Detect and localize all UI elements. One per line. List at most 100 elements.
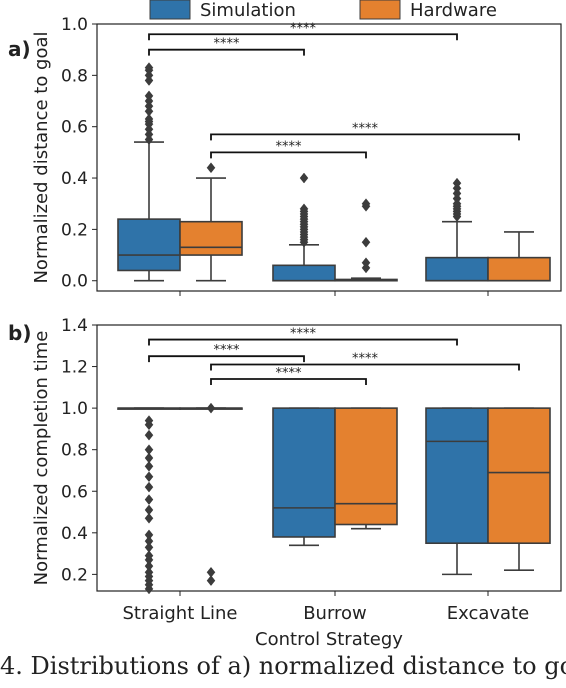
outlier-point xyxy=(144,541,154,553)
outlier-point xyxy=(144,113,154,125)
box-body xyxy=(117,218,181,272)
y-tick-label: 1.2 xyxy=(61,358,88,378)
y-axis-label: Normalized distance to goal xyxy=(31,31,52,283)
legend-label-simulation: Simulation xyxy=(200,0,296,21)
panel-label: a) xyxy=(8,37,31,61)
box-body xyxy=(334,407,398,526)
y-axis-label: Normalized completion time xyxy=(31,331,52,586)
significance-bracket: **** xyxy=(148,343,305,363)
box-hardware-2 xyxy=(487,231,551,282)
y-tick-label: 0.4 xyxy=(61,524,88,544)
outlier-point xyxy=(144,481,154,493)
bracket-line xyxy=(148,33,458,41)
outlier-point xyxy=(361,257,371,269)
y-tick-label: 0.0 xyxy=(61,272,88,292)
y-tick-label: 0.6 xyxy=(61,482,88,502)
outlier-point xyxy=(144,504,154,516)
box-body xyxy=(179,220,243,256)
outlier-point xyxy=(144,550,154,562)
significance-bracket: **** xyxy=(148,21,458,41)
box-body xyxy=(425,407,489,545)
outlier-point xyxy=(144,566,154,578)
significance-bracket: **** xyxy=(210,351,520,371)
y-tick-label: 1.0 xyxy=(61,399,88,419)
outlier-point xyxy=(144,471,154,483)
legend-swatch-simulation xyxy=(149,0,191,20)
significance-label: **** xyxy=(276,139,303,154)
y-tick-label: 0.6 xyxy=(61,118,88,138)
y-tick-label: 1.4 xyxy=(61,316,88,336)
box-body xyxy=(487,407,551,545)
outlier-point xyxy=(299,172,309,184)
outlier-point xyxy=(206,402,216,414)
y-tick-label: 0.4 xyxy=(61,169,88,189)
significance-label: **** xyxy=(214,37,241,52)
plot-area-frame xyxy=(96,23,562,292)
outlier-point xyxy=(144,560,154,572)
significance-label: **** xyxy=(352,121,379,136)
box-simulation-0 xyxy=(117,62,181,282)
box-hardware-0 xyxy=(179,162,243,282)
outlier-point xyxy=(144,512,154,524)
x-tick-label: Burrow xyxy=(303,603,367,624)
outlier-point xyxy=(361,198,371,210)
significance-bracket: **** xyxy=(210,366,367,386)
significance-label: **** xyxy=(290,21,317,36)
outlier-point xyxy=(206,575,216,587)
outlier-point xyxy=(144,452,154,464)
y-tick-label: 0.8 xyxy=(61,66,88,86)
box-simulation-2 xyxy=(425,177,489,282)
box-body xyxy=(425,256,489,282)
outlier-point xyxy=(144,444,154,456)
bracket-line xyxy=(148,338,458,346)
box-body xyxy=(272,407,336,538)
y-tick-label: 0.2 xyxy=(61,220,88,240)
legend-swatch-hardware xyxy=(359,0,401,20)
outlier-point xyxy=(144,62,154,74)
panel-label: b) xyxy=(8,321,31,345)
significance-label: **** xyxy=(352,351,379,366)
outlier-point xyxy=(144,529,154,541)
bracket-line xyxy=(148,355,305,363)
box-hardware-1 xyxy=(334,407,398,530)
panel-a: a) Normalized distance to goal 0.0 0.2 0.4 0.… xyxy=(8,15,562,296)
outlier-point xyxy=(206,566,216,578)
box-hardware-2 xyxy=(487,407,551,572)
outlier-point xyxy=(144,429,154,441)
outlier-point xyxy=(144,415,154,426)
outlier-point xyxy=(206,162,216,174)
bracket-line xyxy=(148,48,305,56)
significance-bracket: **** xyxy=(210,121,520,141)
box-hardware-0 xyxy=(179,402,243,587)
significance-bracket: **** xyxy=(148,327,458,346)
box-simulation-1 xyxy=(272,172,336,282)
y-tick-label: 1.0 xyxy=(61,15,88,35)
significance-label: **** xyxy=(290,327,317,342)
x-tick-label: Straight Line xyxy=(122,603,237,624)
panel-b: b) Normalized completion time 0.2 0.4 0.6 0.8… xyxy=(8,316,562,650)
outlier-point xyxy=(452,177,462,189)
box-simulation-1 xyxy=(272,407,336,547)
box-hardware-1 xyxy=(334,198,398,282)
outlier-point xyxy=(299,203,309,215)
y-tick-label: 0.8 xyxy=(61,441,88,461)
box-body xyxy=(272,264,336,282)
box-simulation-0 xyxy=(117,407,181,595)
plot-area-frame xyxy=(96,324,562,592)
box-simulation-2 xyxy=(425,407,489,576)
significance-label: **** xyxy=(276,366,303,381)
y-tick-label: 0.2 xyxy=(61,565,88,585)
significance-label: **** xyxy=(214,343,241,358)
x-tick-label: Excavate xyxy=(447,603,529,624)
significance-bracket: **** xyxy=(148,37,305,56)
outlier-point xyxy=(361,236,371,248)
bracket-line xyxy=(210,363,520,371)
outlier-point xyxy=(144,90,154,102)
outlier-point xyxy=(144,535,154,547)
outlier-point xyxy=(144,494,154,505)
bracket-line xyxy=(210,151,367,159)
box-body xyxy=(487,256,551,282)
outlier-point xyxy=(144,460,154,472)
